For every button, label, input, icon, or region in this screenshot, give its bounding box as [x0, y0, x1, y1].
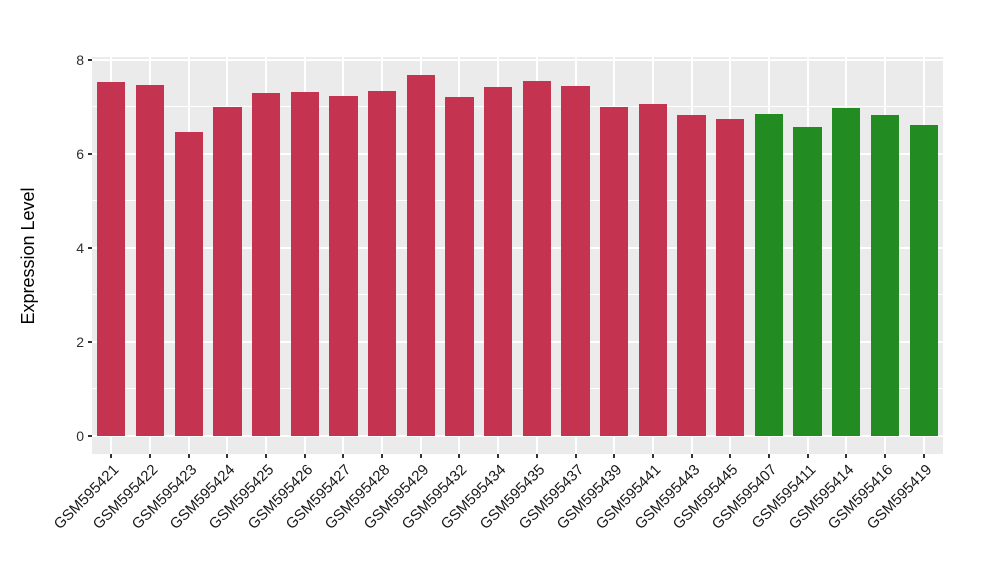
bar-GSM595434	[484, 87, 513, 436]
x-tick-mark	[845, 454, 848, 458]
x-tick-mark	[767, 454, 770, 458]
x-tick-mark	[883, 454, 886, 458]
bar-GSM595419	[909, 125, 938, 436]
bar-GSM595445	[716, 119, 745, 436]
major-gridline	[92, 246, 943, 249]
x-tick-mark	[265, 454, 268, 458]
bar-GSM595443	[677, 115, 706, 436]
y-tick-label: 6	[76, 145, 84, 162]
x-tick-mark	[535, 454, 538, 458]
x-tick-mark	[419, 454, 422, 458]
x-tick-mark	[303, 454, 306, 458]
x-tick-mark	[381, 454, 384, 458]
x-tick-mark	[651, 454, 654, 458]
major-gridline	[92, 340, 943, 343]
major-gridline	[92, 58, 943, 61]
y-tick-mark	[88, 340, 92, 343]
bar-GSM595425	[251, 93, 281, 436]
y-tick-label: 0	[76, 427, 84, 444]
bar-GSM595426	[290, 91, 319, 436]
minor-gridline	[92, 294, 943, 296]
x-tick-mark	[922, 454, 925, 458]
y-tick-mark	[88, 58, 92, 61]
bar-GSM595423	[174, 131, 203, 436]
bar-GSM595424	[213, 106, 242, 436]
bar-GSM595421	[97, 81, 126, 436]
minor-gridline	[92, 200, 943, 202]
x-tick-mark	[342, 454, 345, 458]
y-tick-label: 4	[76, 239, 84, 256]
x-tick-mark	[690, 454, 693, 458]
x-tick-mark	[729, 454, 732, 458]
bar-GSM595428	[367, 90, 397, 436]
bar-GSM595439	[600, 107, 629, 436]
bar-GSM595435	[522, 81, 551, 436]
y-tick-mark	[88, 434, 92, 437]
x-tick-mark	[187, 454, 190, 458]
bar-GSM595411	[793, 127, 822, 436]
bar-GSM595432	[445, 97, 474, 436]
major-gridline	[92, 434, 943, 437]
x-tick-mark	[613, 454, 616, 458]
x-tick-mark	[458, 454, 461, 458]
bar-GSM595441	[638, 103, 667, 436]
x-tick-mark	[806, 454, 809, 458]
y-tick-mark	[88, 152, 92, 155]
y-tick-label: 8	[76, 51, 84, 68]
x-tick-mark	[497, 454, 500, 458]
y-tick-mark	[88, 246, 92, 249]
x-tick-mark	[110, 454, 113, 458]
major-gridline	[92, 152, 943, 155]
x-tick-mark	[574, 454, 577, 458]
minor-gridline	[92, 388, 943, 390]
x-tick-mark	[226, 454, 229, 458]
plot-panel	[92, 57, 943, 454]
bar-GSM595429	[406, 74, 435, 436]
x-tick-mark	[149, 454, 152, 458]
y-tick-label: 2	[76, 333, 84, 350]
bar-GSM595416	[870, 115, 900, 436]
minor-gridline	[92, 106, 943, 108]
bar-GSM595422	[135, 84, 165, 436]
bar-GSM595414	[832, 108, 861, 436]
bar-GSM595437	[561, 85, 590, 436]
bar-GSM595407	[754, 114, 784, 436]
bar-GSM595427	[329, 96, 358, 436]
